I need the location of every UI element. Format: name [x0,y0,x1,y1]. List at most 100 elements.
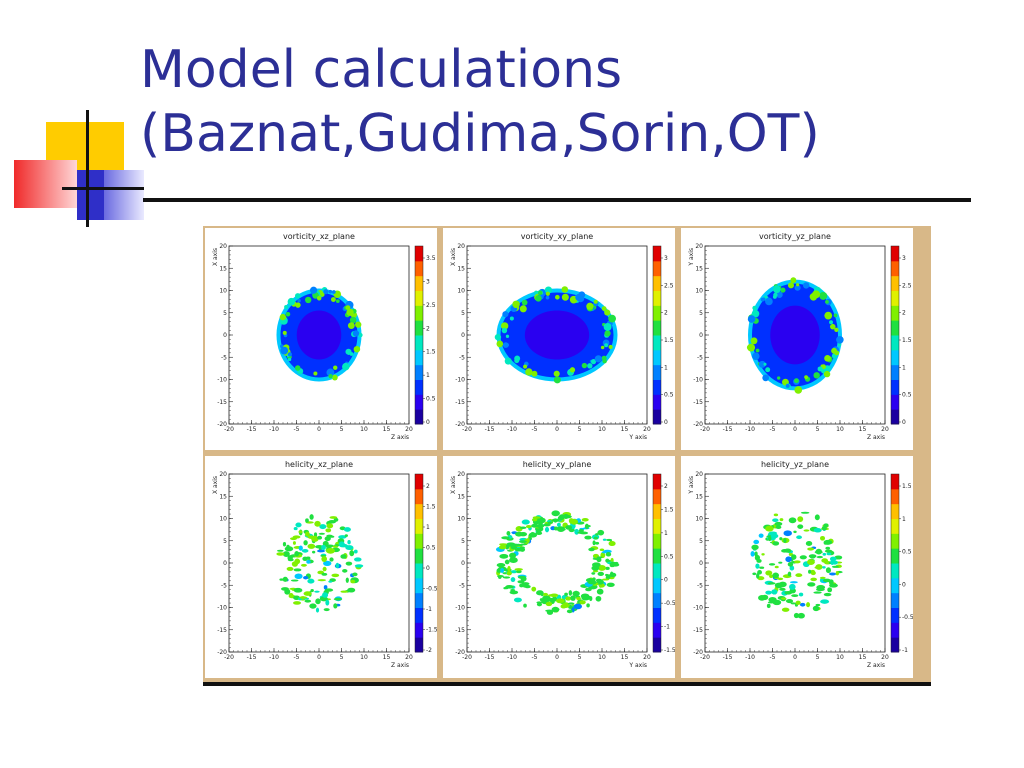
heatmap-cell [333,603,338,609]
y-tick-label: -20 [455,421,465,428]
heatmap-cell [793,560,801,564]
heatmap-cell [597,565,606,571]
heatmap-cell [751,544,759,550]
colorbar-frame [652,473,662,653]
colorbar-tick-label: 0 [664,419,668,426]
heatmap-cell [799,555,807,560]
colorbar-tick-label: 0.5 [664,392,674,399]
heatmap-cell [595,533,599,536]
panel-helicity-xy-plane: helicity_xy_plane -20 -15 -10 -5 0 5 10 15 20 -20-… [443,456,675,678]
heatmap-cell [809,554,816,559]
heatmap-cell [835,571,839,576]
heatmap-cell [501,536,510,540]
heatmap-cell [783,538,787,543]
heatmap-cell [787,282,795,289]
colorbar-segment [891,607,899,623]
heatmap-cell [538,290,543,296]
heatmap-cell [539,598,544,602]
y-tick-label: -15 [217,627,227,634]
colorbar-segment [415,577,423,594]
heatmap-cell [553,370,560,377]
colorbar-segment [415,592,423,608]
y-tick-label: 5 [223,310,227,317]
heatmap-cell [523,364,528,369]
heatmap-cell [340,590,348,593]
heatmap-cell [826,552,832,556]
heatmap-cell [604,330,611,337]
heatmap-cell [279,578,284,581]
heatmap-cell [303,591,312,596]
heatmap-cell [578,529,584,533]
heatmap-cell [823,523,829,528]
colorbar-segment [891,474,899,490]
heatmap-cell [819,576,826,580]
colorbar-segment [415,320,423,336]
heatmap-cell [769,574,774,579]
colorbar-segment [891,622,899,638]
colorbar-tick-label: 1.5 [426,349,436,356]
colorbar-tick-label: -0.5 [902,614,913,621]
colorbar-segment [415,503,423,519]
heatmap-cell [354,564,364,568]
heatmap-cell [285,311,291,317]
heatmap-cell [326,547,335,554]
heatmap-cell [775,525,782,530]
heatmap-cell [752,305,757,311]
colorbar-tick-label: 1 [426,372,430,379]
heatmap-cell [307,543,316,549]
heatmap-cell [531,586,537,592]
panel-vorticity-yz-plane: vorticity_yz_plane -20 -15 -10 -5 0 5 10 15 20 -20… [681,228,913,450]
heatmap-cell [829,572,837,576]
colorbar-tick-label: 0.5 [426,396,436,403]
heatmap-cell [579,600,586,605]
x-tick-label: -10 [269,654,279,661]
x-tick-label: -15 [247,654,257,661]
heatmap-cell [309,603,317,609]
heatmap-cell [790,602,797,605]
heatmap-svg: vorticity_yz_plane-20 -15 -10 -5 0 5 10 15 20-20… [688,232,912,441]
heatmap-cell [804,375,808,380]
y-tick-label: -20 [455,649,465,656]
heatmap-cell [758,360,766,368]
heatmap-cell [586,595,592,599]
colorbar-segment [891,577,899,594]
heatmap-cell [288,593,294,598]
heatmap-cell [750,551,755,557]
heatmap-cell [604,343,609,348]
heatmap-cell [768,535,772,542]
heatmap-cell [814,514,820,521]
plot-title: helicity_xz_plane [285,460,353,469]
heatmap-cell [502,311,509,318]
heatmap-cell [802,282,810,289]
x-axis-label: Y axis [628,662,647,669]
heatmap-cell [294,293,301,299]
colorbar-tick-label: 0 [426,419,430,426]
heatmap-cell [345,305,351,311]
heatmap-cell [498,544,507,550]
x-tick-label: 5 [578,426,582,433]
heatmap-cell [755,563,760,569]
x-tick-label: -15 [485,654,495,661]
heatmap-cell [287,357,292,362]
colorbar-frame [890,473,900,653]
heatmap-cell [279,313,287,321]
heatmap-cell [502,342,509,348]
heatmap-cell [814,550,823,554]
y-tick-label: 20 [219,471,227,478]
colorbar-tick-label: 2 [426,483,430,490]
heatmap-cell [349,316,357,324]
heatmap-cell [312,550,316,554]
heatmap-cell [319,596,328,602]
colorbar-segment [415,488,423,505]
heatmap-cell [772,518,779,523]
heatmap-cell [823,370,831,378]
x-tick-label: -15 [247,426,257,433]
heatmap-svg: vorticity_xy_plane-20 -15 -10 -5 0 5 10 15 20-20… [450,232,674,441]
colorbar-segment [891,488,899,505]
heatmap-cell [585,587,592,592]
heatmap-cell [510,577,516,583]
heatmap-cell [614,561,619,566]
colorbar-segment [891,335,899,351]
heatmap-cell [591,572,596,575]
colorbar-segment [415,622,423,638]
